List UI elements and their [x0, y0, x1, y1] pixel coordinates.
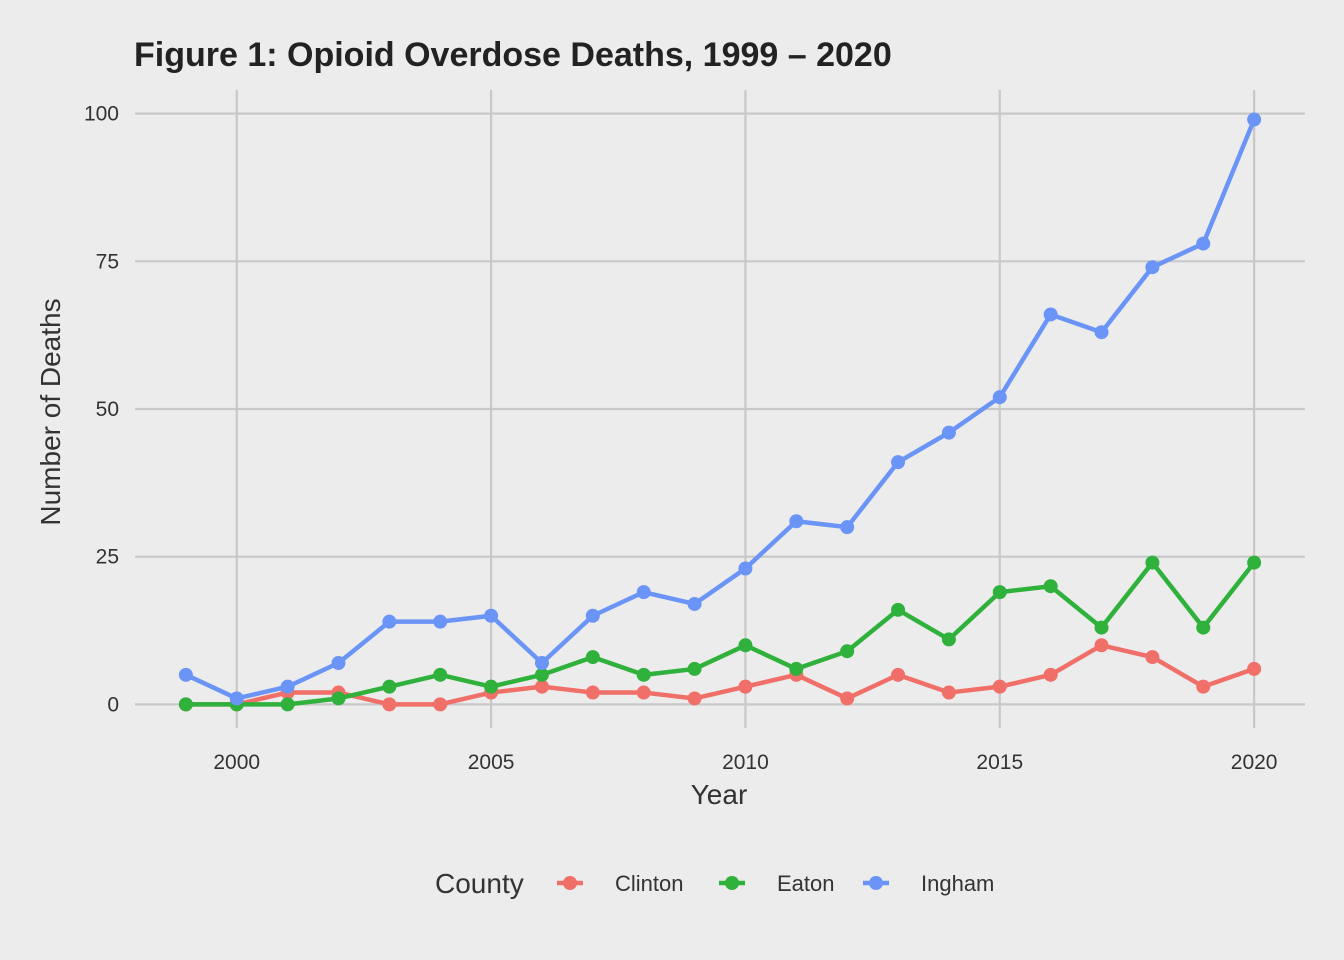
x-tick-label: 2000	[213, 751, 260, 774]
data-point	[687, 661, 702, 676]
data-point	[280, 697, 295, 712]
series-line	[183, 643, 1257, 707]
data-point	[891, 602, 906, 617]
legend-title: County	[435, 868, 524, 899]
x-tick-label: 2005	[468, 751, 515, 774]
x-tick-label: 2010	[722, 751, 769, 774]
x-axis-ticks: 2000 2005 2010 2015 2020	[213, 751, 1277, 774]
data-point	[1145, 555, 1160, 570]
data-point	[738, 638, 753, 653]
legend-item-eaton: Eaton	[719, 871, 835, 896]
y-axis-label: Number of Deaths	[35, 298, 66, 525]
x-axis-label: Year	[691, 779, 748, 810]
data-point	[789, 514, 804, 529]
y-tick-label: 0	[107, 693, 119, 716]
data-point	[941, 425, 956, 440]
data-point	[280, 679, 295, 694]
data-point	[1196, 679, 1211, 694]
legend-label: Ingham	[921, 871, 994, 896]
data-point	[840, 691, 855, 706]
data-point	[1043, 667, 1058, 682]
legend-item-clinton: Clinton	[557, 871, 683, 896]
data-point	[433, 697, 448, 712]
data-point	[1043, 307, 1058, 322]
data-point	[891, 667, 906, 682]
data-point	[1196, 620, 1211, 635]
data-point	[636, 585, 651, 600]
y-tick-label: 50	[96, 398, 119, 421]
data-point	[992, 679, 1007, 694]
data-point	[534, 679, 549, 694]
grid-lines	[135, 90, 1305, 728]
legend-label: Clinton	[615, 871, 683, 896]
data-point	[840, 644, 855, 659]
data-point	[382, 679, 397, 694]
data-point	[1145, 260, 1160, 275]
data-point	[1043, 579, 1058, 594]
data-point	[1196, 236, 1211, 251]
legend-key-point	[563, 876, 577, 890]
data-point	[1094, 325, 1109, 340]
x-tick-label: 2020	[1231, 751, 1278, 774]
data-point	[585, 685, 600, 700]
data-point	[992, 585, 1007, 600]
data-point	[1247, 555, 1262, 570]
data-point	[382, 697, 397, 712]
series-ingham	[178, 112, 1262, 706]
data-point	[433, 614, 448, 629]
data-point	[941, 685, 956, 700]
y-tick-label: 25	[96, 546, 119, 569]
legend-label: Eaton	[777, 871, 835, 896]
data-point	[229, 691, 244, 706]
data-point	[1094, 620, 1109, 635]
legend-key-point	[725, 876, 739, 890]
y-tick-label: 75	[96, 250, 119, 273]
series-line	[183, 560, 1257, 707]
data-point	[636, 685, 651, 700]
data-point	[1247, 112, 1262, 127]
data-point	[738, 561, 753, 576]
data-point	[840, 520, 855, 535]
data-point	[585, 608, 600, 623]
data-point	[534, 667, 549, 682]
data-point	[687, 691, 702, 706]
data-point	[941, 632, 956, 647]
data-point	[331, 691, 346, 706]
data-point	[1094, 638, 1109, 653]
data-point	[636, 667, 651, 682]
data-point	[484, 608, 499, 623]
y-tick-label: 100	[84, 103, 119, 126]
data-point	[891, 455, 906, 470]
data-point	[534, 656, 549, 671]
data-point	[1145, 650, 1160, 665]
chart-title: Figure 1: Opioid Overdose Deaths, 1999 –…	[134, 36, 892, 74]
data-point	[585, 650, 600, 665]
data-point	[382, 614, 397, 629]
data-point	[738, 679, 753, 694]
legend-key-point	[869, 876, 883, 890]
data-point	[687, 596, 702, 611]
data-point	[789, 661, 804, 676]
data-point	[484, 679, 499, 694]
data-point	[178, 697, 193, 712]
series-group	[178, 112, 1262, 712]
data-point	[331, 656, 346, 671]
data-point	[992, 390, 1007, 405]
y-axis-ticks: 0 25 50 75 100	[84, 103, 119, 717]
data-point	[1247, 661, 1262, 676]
series-line	[183, 117, 1257, 701]
legend: County Clinton Eaton Ingham	[435, 868, 994, 899]
data-point	[178, 667, 193, 682]
data-point	[433, 667, 448, 682]
x-tick-label: 2015	[976, 751, 1023, 774]
legend-item-ingham: Ingham	[863, 871, 994, 896]
